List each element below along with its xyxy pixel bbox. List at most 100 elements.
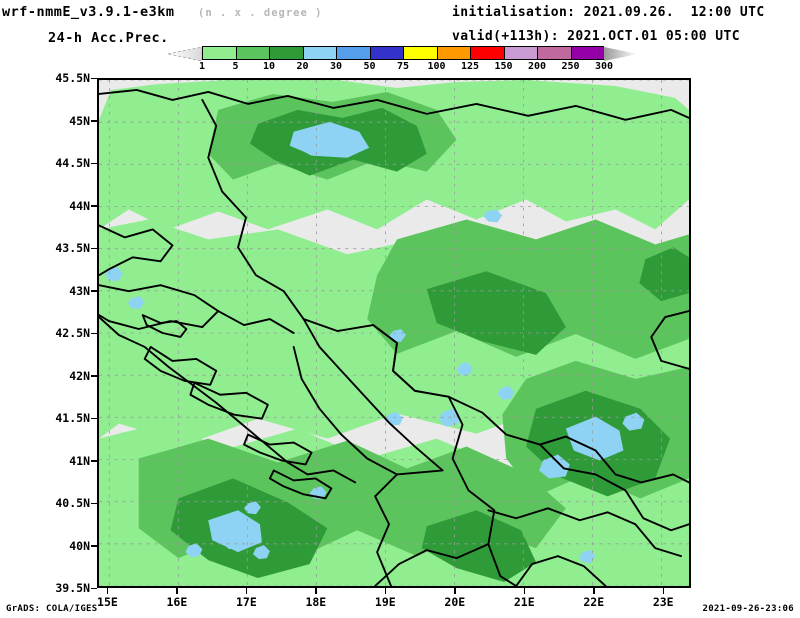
colorbar-tick-75: 75 bbox=[396, 61, 410, 72]
footer-credit: GrADS: COLA/IGES bbox=[6, 604, 98, 614]
xtick-label-22E: 22E bbox=[583, 595, 605, 609]
border-path-17 bbox=[243, 433, 313, 466]
coastline-border-layer bbox=[99, 89, 689, 586]
precip-contour-25 bbox=[497, 385, 515, 400]
precip-contour-28 bbox=[127, 296, 145, 310]
precip-contour-15 bbox=[208, 510, 262, 553]
colorbar-swatch-9 bbox=[503, 46, 537, 60]
precip-contour-30 bbox=[578, 550, 596, 564]
ytick-mark-42N bbox=[91, 375, 97, 377]
border-path-19 bbox=[141, 314, 188, 338]
border-path-4 bbox=[292, 318, 444, 476]
colorbar-swatch-2 bbox=[269, 46, 303, 60]
border-path-8 bbox=[539, 443, 689, 532]
colorbar-swatch-11 bbox=[570, 46, 604, 60]
colorbar-tick-10: 10 bbox=[262, 61, 276, 72]
xtick-label-20E: 20E bbox=[444, 595, 466, 609]
xtick-mark-23E bbox=[662, 588, 665, 594]
border-path-0 bbox=[99, 89, 689, 121]
xtick-label-23E: 23E bbox=[652, 595, 674, 609]
precip-contour-17 bbox=[300, 135, 334, 156]
colorbar-tick-150: 150 bbox=[494, 61, 513, 72]
field-title: 24-h Acc.Prec. bbox=[48, 30, 169, 46]
border-path-16 bbox=[189, 381, 269, 420]
precip-contour-27 bbox=[104, 267, 123, 282]
colorbar-swatch-0 bbox=[202, 46, 236, 60]
ytick-mark-42.5N bbox=[91, 332, 97, 334]
border-path-7 bbox=[374, 543, 490, 586]
xtick-mark-20E bbox=[454, 588, 456, 594]
precip-contour-12 bbox=[639, 247, 689, 302]
colorbar-swatch-6 bbox=[403, 46, 437, 60]
border-path-6 bbox=[447, 395, 518, 586]
precip-contour-32 bbox=[244, 501, 261, 515]
colorbar-tick-300: 300 bbox=[594, 61, 614, 72]
xtick-label-15E: 15E bbox=[97, 595, 118, 609]
border-path-15 bbox=[143, 345, 218, 386]
lat-lon-gridlines bbox=[99, 80, 689, 586]
ytick-mark-43N bbox=[91, 290, 97, 292]
precip-contour-26 bbox=[456, 361, 473, 376]
ytick-mark-44N bbox=[91, 205, 97, 207]
ytick-mark-41N bbox=[91, 460, 97, 462]
colorbar-swatch-8 bbox=[470, 46, 504, 60]
precip-contour-11 bbox=[421, 510, 537, 583]
colorbar-swatch-7 bbox=[436, 46, 470, 60]
border-path-2 bbox=[99, 224, 174, 277]
ytick-label-44.5N: 44.5N bbox=[55, 156, 90, 170]
colorbar-tick-125: 125 bbox=[460, 61, 480, 72]
ytick-label-43N: 43N bbox=[69, 283, 90, 298]
ytick-mark-43.5N bbox=[91, 247, 97, 249]
xtick-mark-19E bbox=[384, 588, 387, 594]
xtick-mark-18E bbox=[315, 588, 317, 594]
border-path-11 bbox=[374, 473, 398, 586]
colorbar-tick-200: 200 bbox=[527, 61, 547, 72]
precip-contour-29 bbox=[389, 329, 406, 342]
border-path-5 bbox=[372, 324, 450, 398]
xtick-mark-22E bbox=[593, 588, 595, 594]
xtick-mark-21E bbox=[523, 588, 526, 594]
precipitation-map bbox=[99, 80, 689, 586]
precipitation-field-layer bbox=[99, 80, 689, 586]
precip-contour-20 bbox=[622, 412, 645, 431]
precip-contour-24 bbox=[185, 543, 203, 558]
colorbar-tick-1: 1 bbox=[198, 61, 206, 72]
precip-contour-23 bbox=[252, 545, 270, 560]
ytick-label-39.5N: 39.5N bbox=[55, 581, 90, 595]
ytick-mark-45.5N bbox=[91, 77, 97, 79]
ytick-label-42.5N: 42.5N bbox=[55, 326, 90, 340]
colorbar-swatch-1 bbox=[235, 46, 269, 60]
border-path-3 bbox=[99, 284, 220, 330]
border-path-18 bbox=[268, 469, 333, 500]
footer-timestamp: 2021-09-26-23:06 bbox=[702, 604, 794, 614]
xtick-label-21E: 21E bbox=[513, 595, 535, 609]
colorbar-tick-5: 5 bbox=[232, 61, 239, 72]
xtick-mark-17E bbox=[245, 588, 248, 594]
border-path-12 bbox=[217, 310, 295, 334]
ytick-mark-39.5N bbox=[91, 587, 97, 589]
border-path-13 bbox=[99, 316, 289, 464]
colorbar-tick-30: 30 bbox=[329, 61, 343, 72]
colorbar-tick-100: 100 bbox=[427, 61, 446, 72]
precip-contour-18 bbox=[579, 428, 604, 449]
ytick-label-45N: 45N bbox=[69, 113, 90, 128]
xtick-mark-15E bbox=[106, 588, 109, 594]
map-plot-area[interactable] bbox=[97, 78, 691, 588]
ytick-label-44N: 44N bbox=[69, 198, 90, 213]
ytick-label-40.5N: 40.5N bbox=[55, 496, 90, 510]
colorbar-tick-20: 20 bbox=[296, 61, 309, 72]
colorbar-swatch-3 bbox=[302, 46, 336, 60]
xtick-mark-16E bbox=[176, 588, 178, 594]
border-path-9 bbox=[487, 507, 682, 558]
ytick-label-43.5N: 43.5N bbox=[55, 241, 90, 255]
colorbar-over-arrow bbox=[604, 46, 638, 61]
ytick-mark-45N bbox=[91, 120, 97, 122]
ytick-mark-44.5N bbox=[91, 162, 97, 164]
colorbar-tick-50: 50 bbox=[363, 61, 376, 72]
ytick-label-40N: 40N bbox=[69, 538, 90, 553]
precip-contour-16 bbox=[539, 454, 570, 479]
colorbar-tick-250: 250 bbox=[561, 61, 580, 72]
xtick-label-19E: 19E bbox=[374, 595, 396, 609]
precip-contour-22 bbox=[223, 535, 241, 550]
border-path-10 bbox=[515, 555, 607, 586]
